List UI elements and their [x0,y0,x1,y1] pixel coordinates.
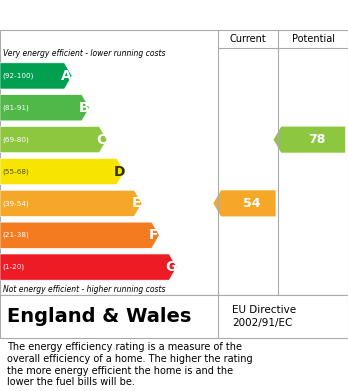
Text: (92-100): (92-100) [3,73,34,79]
Polygon shape [0,190,142,217]
Polygon shape [213,190,276,217]
Polygon shape [0,127,107,153]
Text: (39-54): (39-54) [3,200,30,206]
Text: G: G [166,260,177,274]
Polygon shape [274,127,345,153]
Text: The energy efficiency rating is a measure of the: The energy efficiency rating is a measur… [7,342,242,352]
Text: England & Wales: England & Wales [7,307,191,326]
Text: lower the fuel bills will be.: lower the fuel bills will be. [7,377,135,387]
Text: (81-91): (81-91) [3,104,30,111]
Polygon shape [0,63,72,89]
Text: E: E [132,196,141,210]
Text: 54: 54 [243,197,261,210]
Text: Current: Current [230,34,267,44]
Text: Not energy efficient - higher running costs: Not energy efficient - higher running co… [3,285,165,294]
Text: Very energy efficient - lower running costs: Very energy efficient - lower running co… [3,50,165,59]
Text: EU Directive: EU Directive [232,305,296,315]
Polygon shape [0,158,124,185]
Text: D: D [113,165,125,179]
Text: 78: 78 [308,133,325,146]
Text: B: B [79,101,89,115]
Text: the more energy efficient the home is and the: the more energy efficient the home is an… [7,366,233,376]
Polygon shape [0,254,177,280]
Text: F: F [149,228,159,242]
Text: (69-80): (69-80) [3,136,30,143]
Text: (1-20): (1-20) [3,264,25,270]
Text: overall efficiency of a home. The higher the rating: overall efficiency of a home. The higher… [7,354,253,364]
Text: C: C [96,133,107,147]
Polygon shape [0,222,159,248]
Text: Energy Efficiency Rating: Energy Efficiency Rating [9,7,229,23]
Text: (21-38): (21-38) [3,232,30,239]
Text: (55-68): (55-68) [3,168,30,175]
Text: A: A [61,69,72,83]
Text: Potential: Potential [292,34,335,44]
Polygon shape [0,95,89,121]
Text: 2002/91/EC: 2002/91/EC [232,318,292,328]
